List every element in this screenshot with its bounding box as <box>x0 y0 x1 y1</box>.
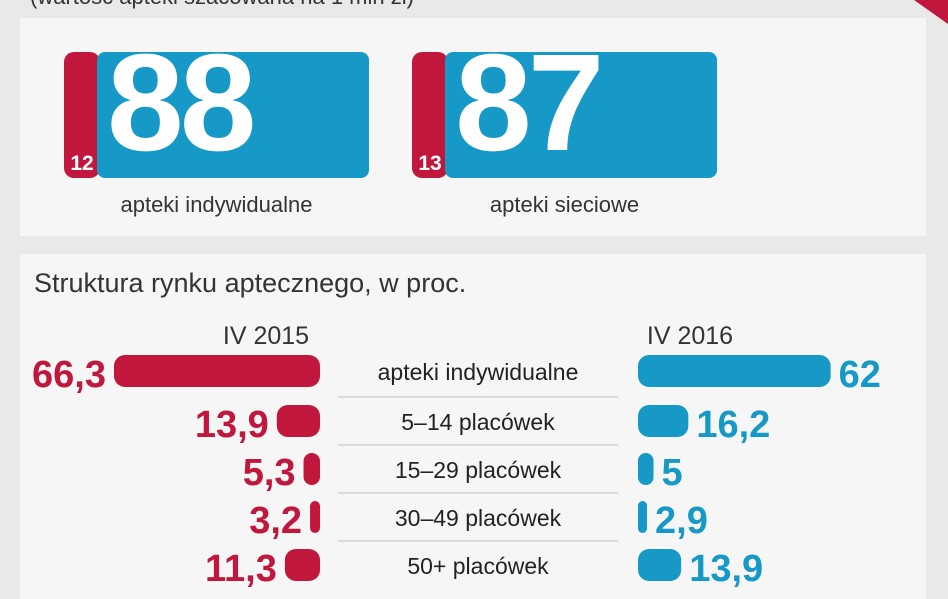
bar-2015 <box>284 549 320 581</box>
stat-chain-small-value: 13 <box>418 152 442 175</box>
stat-individual-big-value: 88 <box>107 26 256 180</box>
stat-chain-big-value: 87 <box>455 26 604 180</box>
chart-title: Struktura rynku aptecznego, w proc. <box>34 268 467 298</box>
value-label-2015: 3,2 <box>249 500 302 542</box>
bar-2015 <box>303 453 320 485</box>
bar-2016 <box>638 453 654 485</box>
bar-2016 <box>638 355 831 387</box>
value-label-2015: 11,3 <box>205 548 277 590</box>
stat-individual-blue-box: 88 <box>97 34 369 178</box>
value-label-2016: 2,9 <box>655 500 708 542</box>
value-label-2016: 5 <box>662 452 683 494</box>
value-label-2015: 66,3 <box>32 354 106 396</box>
market-structure-panel: Struktura rynku aptecznego, w proc. IV 2… <box>20 254 926 599</box>
bar-2016 <box>638 501 648 533</box>
value-label-2015: 13,9 <box>195 404 269 446</box>
bar-2015 <box>114 355 320 387</box>
market-structure-chart: IV 2015 IV 2016 apteki indywidualne 66,3 62 5… <box>32 322 881 590</box>
value-label-2016: 16,2 <box>696 404 770 446</box>
stat-individual-label: apteki indywidualne <box>120 192 313 217</box>
category-label: 50+ placówek <box>407 553 549 579</box>
series-header-2016: IV 2016 <box>647 322 733 350</box>
category-label: 5–14 placówek <box>401 409 555 435</box>
value-label-2016: 13,9 <box>689 548 763 590</box>
stat-chain-label: apteki sieciowe <box>489 192 640 217</box>
subtitle: (wartość apteki szacowana na 1 mln zł) <box>30 0 414 10</box>
category-label: 30–49 placówek <box>395 505 562 531</box>
category-label: apteki indywidualne <box>378 359 579 385</box>
stats-panel: 12 88 apteki indywidualne 13 87 apteki s… <box>20 18 926 236</box>
category-label: 15–29 placówek <box>395 457 562 483</box>
stat-individual-small-value: 12 <box>70 152 94 175</box>
bar-2015 <box>276 405 320 437</box>
value-label-2016: 62 <box>839 354 881 396</box>
value-label-2015: 5,3 <box>243 452 296 494</box>
stat-chain-red-bar: 13 <box>412 52 448 178</box>
stat-individual-red-bar: 12 <box>64 52 100 178</box>
bar-2015 <box>310 501 320 533</box>
bar-2016 <box>638 405 689 437</box>
series-header-2015: IV 2015 <box>223 322 309 350</box>
bar-2016 <box>638 549 682 581</box>
stat-chain-blue-box: 87 <box>445 34 717 178</box>
